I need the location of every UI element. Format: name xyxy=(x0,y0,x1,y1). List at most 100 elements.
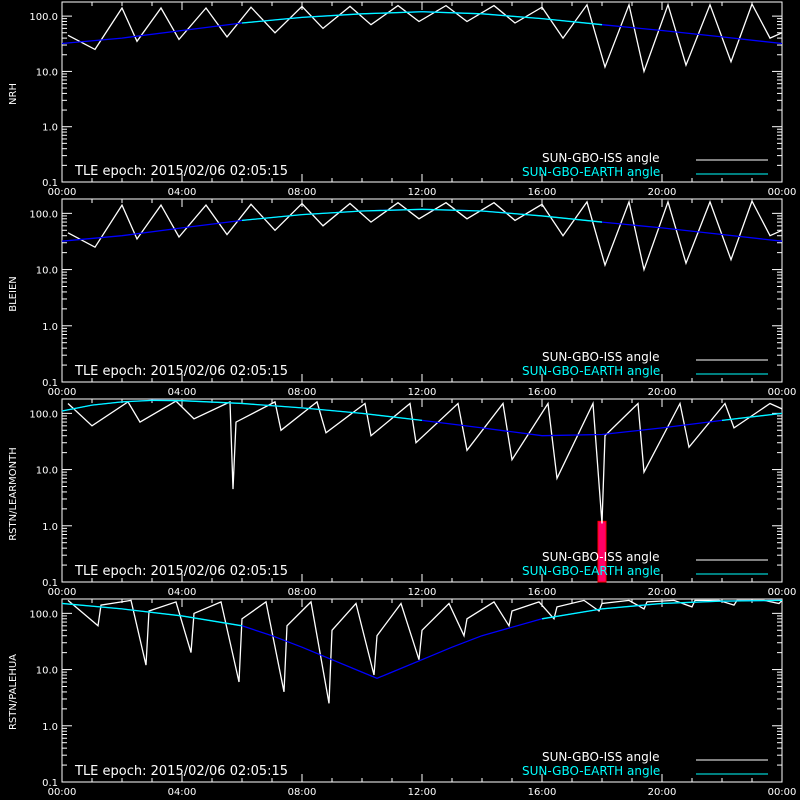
series-earth-day-segment xyxy=(61,602,123,610)
x-tick-label: 00:00 xyxy=(48,187,77,198)
series-earth-day-segment xyxy=(181,615,243,627)
y-tick-label: 1.0 xyxy=(42,522,58,533)
x-tick-label: 00:00 xyxy=(768,587,797,598)
x-tick-label: 04:00 xyxy=(168,187,197,198)
y-tick-label: 100.0 xyxy=(29,12,58,23)
y-axis-label: NRH xyxy=(8,83,19,105)
plot-frame xyxy=(61,198,783,383)
plot-frame xyxy=(61,1,783,183)
x-tick-label: 04:00 xyxy=(168,787,197,798)
x-tick-label: 04:00 xyxy=(168,587,197,598)
panel-bleien: 00:00 04:00 08:00 12:00 16:00 20:00 00:00 100.0… xyxy=(8,198,796,398)
x-tick-label: 00:00 xyxy=(768,387,797,398)
epoch-text: TLE epoch: 2015/02/06 02:05:15 xyxy=(74,764,288,779)
x-tick-label: 20:00 xyxy=(648,387,677,398)
series-earth-day-segment xyxy=(181,400,243,405)
x-tick-label: 08:00 xyxy=(288,587,317,598)
y-axis-label: RSTN/LEARMONTH xyxy=(8,447,19,541)
series-iss-line xyxy=(67,599,783,704)
series-iss-line xyxy=(67,2,783,74)
y-axis-label: RSTN/PALEHUA xyxy=(8,654,19,730)
y-tick-label: 100.0 xyxy=(29,409,58,420)
y-tick-label: 10.0 xyxy=(36,67,58,78)
x-tick-label: 20:00 xyxy=(648,587,677,598)
plot-frame xyxy=(61,598,783,783)
series-earth-day-segment xyxy=(661,600,723,605)
x-tick-label: 12:00 xyxy=(408,587,437,598)
y-axis-label: BLEIEN xyxy=(8,276,19,312)
x-tick-label: 00:00 xyxy=(48,387,77,398)
legend-earth-label: SUN-GBO-EARTH angle xyxy=(522,764,660,778)
x-tick-label: 08:00 xyxy=(288,787,317,798)
x-tick-label: 16:00 xyxy=(528,787,557,798)
series-earth-line xyxy=(61,599,783,680)
x-tick-label: 16:00 xyxy=(528,587,557,598)
legend-iss-label: SUN-GBO-ISS angle xyxy=(542,550,659,564)
series-iss-line xyxy=(67,400,783,524)
series-earth-day-segment xyxy=(481,210,543,217)
series-earth-day-segment xyxy=(301,210,363,216)
x-tick-label: 00:00 xyxy=(768,187,797,198)
curves-layer xyxy=(61,2,783,74)
series-earth-day-segment xyxy=(421,11,483,15)
series-earth-day-segment xyxy=(541,17,603,26)
y-tick-label: 0.1 xyxy=(42,778,58,789)
series-earth-day-segment xyxy=(241,16,303,24)
y-tick-label: 1.0 xyxy=(42,722,58,733)
axes-layer: 00:00 04:00 08:00 12:00 16:00 20:00 00:00 100.0… xyxy=(29,599,796,798)
x-tick-label: 20:00 xyxy=(648,787,677,798)
x-tick-label: 16:00 xyxy=(528,387,557,398)
series-earth-day-segment xyxy=(481,13,543,20)
legend-earth-label: SUN-GBO-EARTH angle xyxy=(522,564,660,578)
series-earth-day-segment xyxy=(361,208,423,212)
epoch-text: TLE epoch: 2015/02/06 02:05:15 xyxy=(74,164,288,179)
axes-layer: 00:00 04:00 08:00 12:00 16:00 20:00 00:00 100.0… xyxy=(29,199,796,398)
x-tick-label: 16:00 xyxy=(528,187,557,198)
x-tick-label: 12:00 xyxy=(408,387,437,398)
legend-iss-label: SUN-GBO-ISS angle xyxy=(542,750,659,764)
curves-layer xyxy=(61,599,783,704)
legend-iss-label: SUN-GBO-ISS angle xyxy=(542,151,659,165)
series-earth-day-segment xyxy=(241,213,303,222)
x-tick-label: 00:00 xyxy=(48,787,77,798)
curves-layer xyxy=(61,399,783,583)
series-earth-day-segment xyxy=(421,208,483,212)
series-earth-day-segment xyxy=(541,608,603,620)
curves-layer xyxy=(61,199,783,272)
x-tick-label: 12:00 xyxy=(408,187,437,198)
x-tick-label: 12:00 xyxy=(408,787,437,798)
series-earth-day-segment xyxy=(91,401,123,406)
x-tick-label: 00:00 xyxy=(768,787,797,798)
x-tick-label: 04:00 xyxy=(168,387,197,398)
series-earth-line xyxy=(61,208,783,242)
series-earth-day-segment xyxy=(721,599,783,602)
y-tick-label: 100.0 xyxy=(29,609,58,620)
panel-rstn-learmonth: 00:00 04:00 08:00 12:00 16:00 20:00 00:00 100.0… xyxy=(8,398,796,598)
axes-layer: 00:00 04:00 08:00 12:00 16:00 20:00 00:00 100.0… xyxy=(29,399,796,598)
series-earth-day-segment xyxy=(541,215,603,223)
y-tick-label: 10.0 xyxy=(36,466,58,477)
legend-iss-label: SUN-GBO-ISS angle xyxy=(542,350,659,364)
series-earth-day-segment xyxy=(721,412,783,422)
series-earth-line xyxy=(61,11,783,45)
series-earth-day-segment xyxy=(121,399,153,403)
legend-earth-label: SUN-GBO-EARTH angle xyxy=(522,364,660,378)
series-earth-day-segment xyxy=(361,412,423,422)
y-tick-label: 0.1 xyxy=(42,178,58,189)
y-tick-label: 0.1 xyxy=(42,378,58,389)
series-earth-day-segment xyxy=(301,407,363,414)
legend-earth-label: SUN-GBO-EARTH angle xyxy=(522,165,660,179)
panel-nrh: 00:00 04:00 08:00 12:00 16:00 20:00 00:00 100.0… xyxy=(8,1,797,198)
y-tick-label: 1.0 xyxy=(42,322,58,333)
y-tick-label: 100.0 xyxy=(29,209,58,220)
series-earth-day-segment xyxy=(241,402,303,409)
y-tick-label: 1.0 xyxy=(42,123,58,134)
y-tick-label: 10.0 xyxy=(36,666,58,677)
epoch-text: TLE epoch: 2015/02/06 02:05:15 xyxy=(74,364,288,379)
x-tick-label: 08:00 xyxy=(288,387,317,398)
series-iss-line xyxy=(67,199,783,272)
x-tick-label: 00:00 xyxy=(48,587,77,598)
y-tick-label: 0.1 xyxy=(42,578,58,589)
epoch-text: TLE epoch: 2015/02/06 02:05:15 xyxy=(74,564,288,579)
